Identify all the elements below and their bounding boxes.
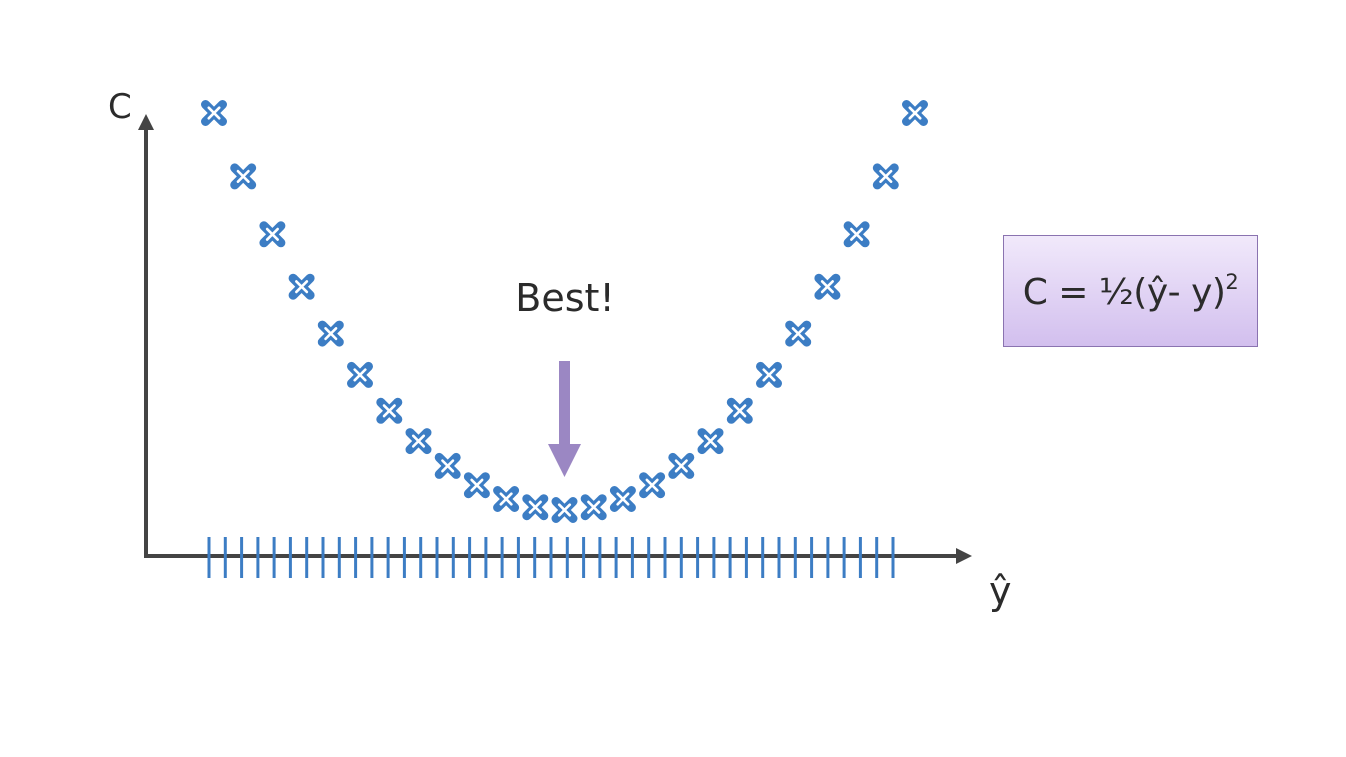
data-marker: [697, 428, 724, 455]
y-axis-arrowhead: [138, 114, 154, 130]
data-marker: [376, 397, 403, 424]
data-marker: [551, 497, 578, 523]
data-marker: [639, 472, 666, 499]
x-axis-label: ŷ: [989, 569, 1012, 613]
data-marker: [756, 361, 782, 388]
data-marker: [609, 486, 636, 512]
data-marker: [405, 428, 432, 455]
data-marker: [288, 273, 315, 300]
data-marker: [902, 100, 928, 126]
data-marker: [726, 397, 753, 424]
data-marker: [522, 494, 549, 521]
x-axis-ticks: [207, 537, 895, 578]
data-marker: [580, 494, 607, 521]
data-marker: [434, 452, 461, 479]
data-marker: [814, 273, 841, 300]
y-axis-label: C: [108, 87, 132, 127]
best-arrow: [548, 361, 581, 477]
formula-main: C = ½(ŷ- y): [1022, 271, 1226, 313]
data-marker: [668, 452, 695, 479]
x-axis-arrowhead: [956, 548, 972, 564]
data-marker: [843, 221, 870, 248]
formula-exponent: 2: [1225, 269, 1239, 294]
data-marker: [230, 163, 257, 190]
data-marker: [785, 320, 812, 347]
cost-formula: C = ½(ŷ- y)2: [1023, 270, 1239, 313]
data-marker: [317, 320, 344, 347]
data-marker: [493, 486, 520, 512]
data-marker: [201, 100, 227, 126]
formula-box: C = ½(ŷ- y)2: [1003, 235, 1258, 347]
data-marker: [872, 163, 899, 190]
data-marker: [463, 472, 490, 499]
data-marker: [347, 361, 373, 388]
data-marker: [259, 221, 286, 248]
data-markers: [201, 100, 928, 523]
best-annotation: Best!: [515, 276, 614, 320]
